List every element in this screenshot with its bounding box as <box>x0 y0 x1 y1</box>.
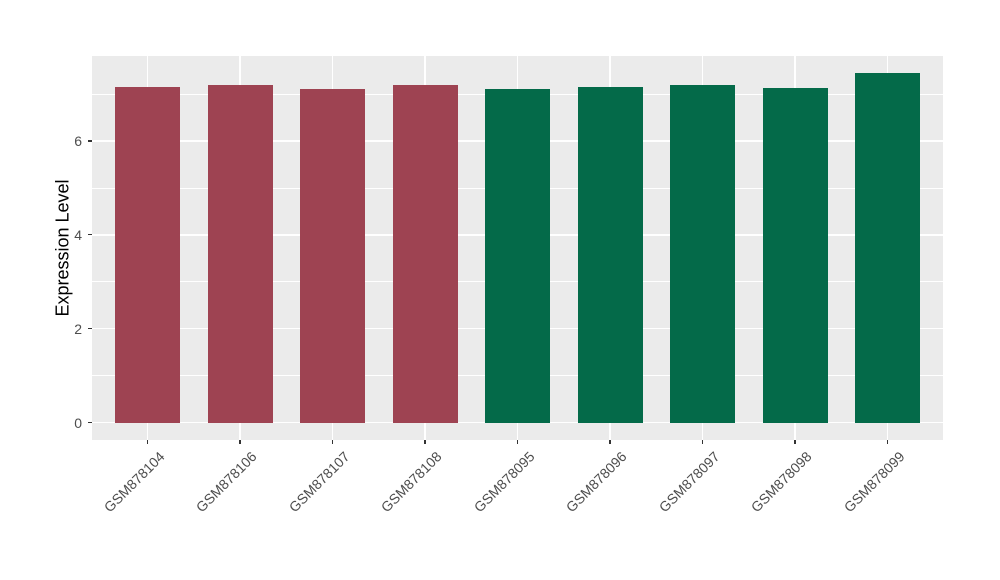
x-tick-mark <box>886 440 889 444</box>
bar-GSM878107 <box>300 88 365 423</box>
y-tick-mark <box>88 140 92 142</box>
y-tick-mark <box>88 234 92 236</box>
x-tick-mark <box>794 440 796 444</box>
bar-GSM878104 <box>115 86 180 423</box>
bar-GSM878099 <box>855 73 920 423</box>
x-tick-label: GSM878099 <box>840 448 908 516</box>
x-tick-mark <box>424 440 426 444</box>
y-tick-mark <box>88 328 92 330</box>
y-tick-label: 4 <box>74 226 82 243</box>
y-tick-mark <box>88 422 92 424</box>
bar-GSM878096 <box>577 86 643 423</box>
y-tick-label: 2 <box>74 320 82 337</box>
x-tick-mark <box>331 440 334 444</box>
x-tick-mark <box>609 440 611 444</box>
y-tick-label: 6 <box>74 132 82 149</box>
plot-panel <box>92 56 943 440</box>
x-tick-mark <box>146 440 149 444</box>
bar-GSM878098 <box>762 87 828 423</box>
x-tick-mark <box>239 440 241 444</box>
bar-GSM878106 <box>207 85 273 423</box>
bar-GSM878108 <box>392 85 458 423</box>
x-tick-mark <box>516 440 519 444</box>
bar-GSM878097 <box>670 84 735 423</box>
y-axis-title: Expression Level <box>52 179 73 317</box>
bar-GSM878095 <box>485 89 550 423</box>
y-tick-label: 0 <box>74 414 82 431</box>
x-tick-mark <box>701 440 704 444</box>
